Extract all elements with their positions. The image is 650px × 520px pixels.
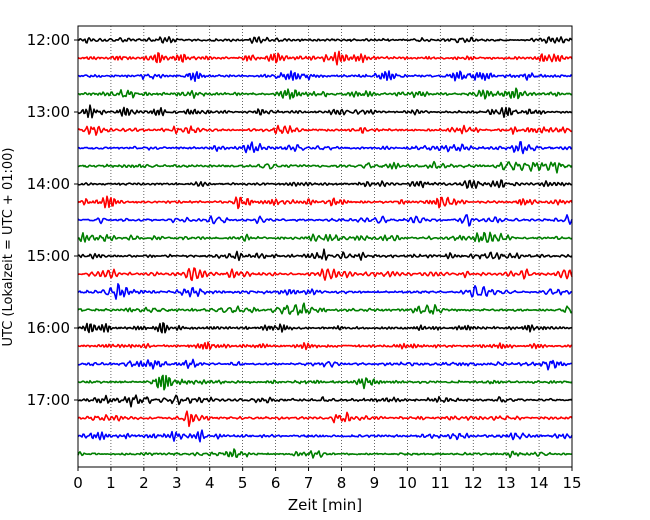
x-tick-label: 8 [337, 474, 347, 492]
trace-13-30 [77, 141, 573, 155]
trace-14-30 [77, 214, 573, 227]
y-tick-label: 14:00 [27, 175, 70, 193]
trace-15-15 [77, 267, 573, 282]
trace-16-30 [77, 358, 573, 371]
trace-14-45 [77, 231, 573, 243]
x-tick-label: 10 [398, 474, 417, 492]
x-axis-title: Zeit [min] [288, 496, 362, 514]
trace-17-30 [77, 429, 573, 443]
trace-16-00 [77, 322, 573, 334]
y-axis-title: UTC (Lokalzeit = UTC + 01:00) [1, 148, 16, 347]
trace-16-15 [77, 341, 573, 351]
trace-14-00 [77, 179, 573, 189]
trace-13-45 [77, 160, 573, 174]
y-tick-label: 13:00 [27, 103, 70, 121]
x-tick-label: 14 [530, 474, 549, 492]
trace-17-15 [77, 410, 573, 428]
x-axis-ticks: 0 1 2 3 4 5 6 7 8 9 10 11 12 13 14 15 [73, 467, 582, 492]
y-axis-ticks: 12:00 13:00 14:00 15:00 16:00 17:00 [27, 31, 78, 409]
y-tick-label: 16:00 [27, 319, 70, 337]
x-tick-label: 0 [73, 474, 83, 492]
x-tick-label: 4 [205, 474, 215, 492]
y-tick-label: 15:00 [27, 247, 70, 265]
trace-13-15 [77, 124, 573, 136]
x-tick-label: 6 [271, 474, 281, 492]
x-tick-label: 5 [238, 474, 248, 492]
trace-17-45 [77, 448, 573, 459]
x-tick-label: 1 [106, 474, 116, 492]
x-tick-label: 3 [172, 474, 182, 492]
x-tick-label: 9 [370, 474, 380, 492]
trace-15-45 [77, 302, 573, 316]
trace-12-00 [77, 36, 573, 44]
y-tick-label: 17:00 [27, 391, 70, 409]
trace-16-45 [77, 374, 573, 391]
trace-14-15 [77, 195, 573, 210]
trace-15-30 [77, 283, 573, 300]
x-tick-label: 2 [139, 474, 149, 492]
plot-frame [77, 25, 573, 468]
x-tick-label: 11 [431, 474, 450, 492]
x-tick-label: 13 [497, 474, 516, 492]
trace-15-00 [77, 248, 573, 262]
trace-12-30 [77, 70, 573, 83]
trace-12-15 [77, 50, 573, 66]
x-tick-label: 15 [562, 474, 581, 492]
seismic-traces [77, 36, 573, 459]
x-tick-label: 7 [304, 474, 314, 492]
trace-13-00 [77, 104, 573, 119]
y-tick-label: 12:00 [27, 31, 70, 49]
trace-17-00 [77, 394, 573, 408]
trace-12-45 [77, 87, 573, 100]
x-tick-label: 12 [464, 474, 483, 492]
